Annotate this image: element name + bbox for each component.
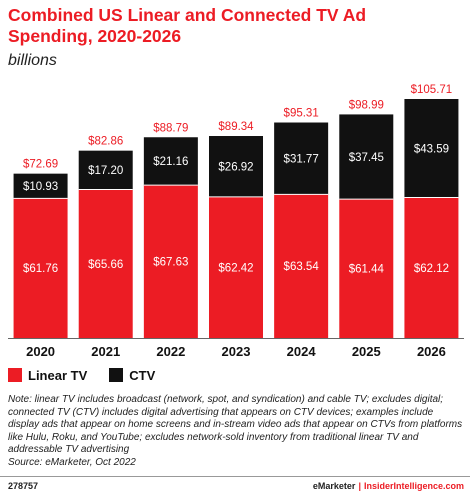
chart-id: 278757 <box>8 481 39 491</box>
legend-label-ctv: CTV <box>129 367 156 383</box>
bar-linear-tv-2022 <box>143 185 198 338</box>
bar-linear-tv-2023 <box>209 196 263 338</box>
chart-subtitle: billions <box>8 52 57 69</box>
footer-divider <box>0 476 470 477</box>
data-label-linear-tv-2025: $61.44 <box>349 264 385 276</box>
data-label-linear-tv-2021: $65.66 <box>88 259 123 271</box>
legend-swatch-linear-tv <box>8 368 22 382</box>
footer-brand: eMarketer | InsiderIntelligence.com <box>313 481 464 491</box>
legend-label-linear-tv: Linear TV <box>28 367 88 383</box>
bar-linear-tv-2025 <box>339 199 394 338</box>
data-label-linear-tv-2022: $67.63 <box>153 257 188 269</box>
bar-ctv-2022 <box>143 137 198 186</box>
data-label-linear-tv-2020: $61.76 <box>23 263 58 275</box>
x-tick-label-2023: 2023 <box>222 344 251 359</box>
note-text: Note: linear TV includes broadcast (netw… <box>8 394 463 455</box>
data-label-ctv-2024: $31.77 <box>284 153 319 165</box>
bar-chart: $61.76 $10.93 $72.69 2020 $65.66 $17.20 $82.86… <box>8 84 464 359</box>
total-label-2022: $88.79 <box>153 122 188 134</box>
x-tick-label-2022: 2022 <box>156 344 185 359</box>
total-label-2025: $98.99 <box>349 99 384 111</box>
legend-swatch-ctv <box>109 368 124 382</box>
chart-note: Note: linear TV includes broadcast (netw… <box>8 394 466 469</box>
bar-ctv-2021 <box>78 150 133 190</box>
data-label-ctv-2022: $21.16 <box>153 156 188 168</box>
total-label-2023: $89.34 <box>218 121 254 133</box>
total-label-2020: $72.69 <box>23 159 58 171</box>
data-label-ctv-2023: $26.92 <box>218 161 253 173</box>
total-label-2024: $95.31 <box>284 108 319 120</box>
legend-item-linear-tv: Linear TV <box>8 368 87 383</box>
x-tick-label-2021: 2021 <box>91 344 120 359</box>
bar-linear-tv-2026 <box>404 197 459 338</box>
x-tick-label-2020: 2020 <box>26 344 55 359</box>
data-label-linear-tv-2023: $62.42 <box>218 262 253 274</box>
bar-linear-tv-2020 <box>13 198 68 338</box>
data-label-ctv-2026: $43.59 <box>414 143 449 155</box>
legend-item-ctv: CTV <box>109 368 155 383</box>
x-tick-label-2025: 2025 <box>352 344 381 359</box>
legend: Linear TV CTV <box>8 366 155 384</box>
chart-title: Combined US Linear and Connected TV Ad S… <box>8 5 367 46</box>
bar-ctv-2024 <box>274 122 329 195</box>
brand-site: InsiderIntelligence.com <box>363 481 464 491</box>
x-tick-label-2024: 2024 <box>287 344 317 359</box>
brand-name: eMarketer <box>312 481 356 491</box>
data-label-ctv-2021: $17.20 <box>88 165 123 177</box>
data-label-ctv-2020: $10.93 <box>23 181 58 193</box>
data-label-ctv-2025: $37.45 <box>349 152 384 164</box>
bar-linear-tv-2021 <box>78 189 133 338</box>
brand-separator: | <box>358 481 361 491</box>
data-label-linear-tv-2024: $63.54 <box>284 261 320 273</box>
bar-ctv-2023 <box>209 136 263 197</box>
bar-ctv-2026 <box>404 99 459 198</box>
bar-linear-tv-2024 <box>274 194 329 338</box>
data-label-linear-tv-2026: $62.12 <box>414 263 449 275</box>
total-label-2021: $82.86 <box>88 136 123 148</box>
source-text: Source: eMarketer, Oct 2022 <box>8 456 136 468</box>
total-label-2026: $105.71 <box>411 84 453 96</box>
bar-ctv-2025 <box>339 114 394 200</box>
bar-ctv-2020 <box>13 173 68 199</box>
x-tick-label-2026: 2026 <box>417 344 446 359</box>
